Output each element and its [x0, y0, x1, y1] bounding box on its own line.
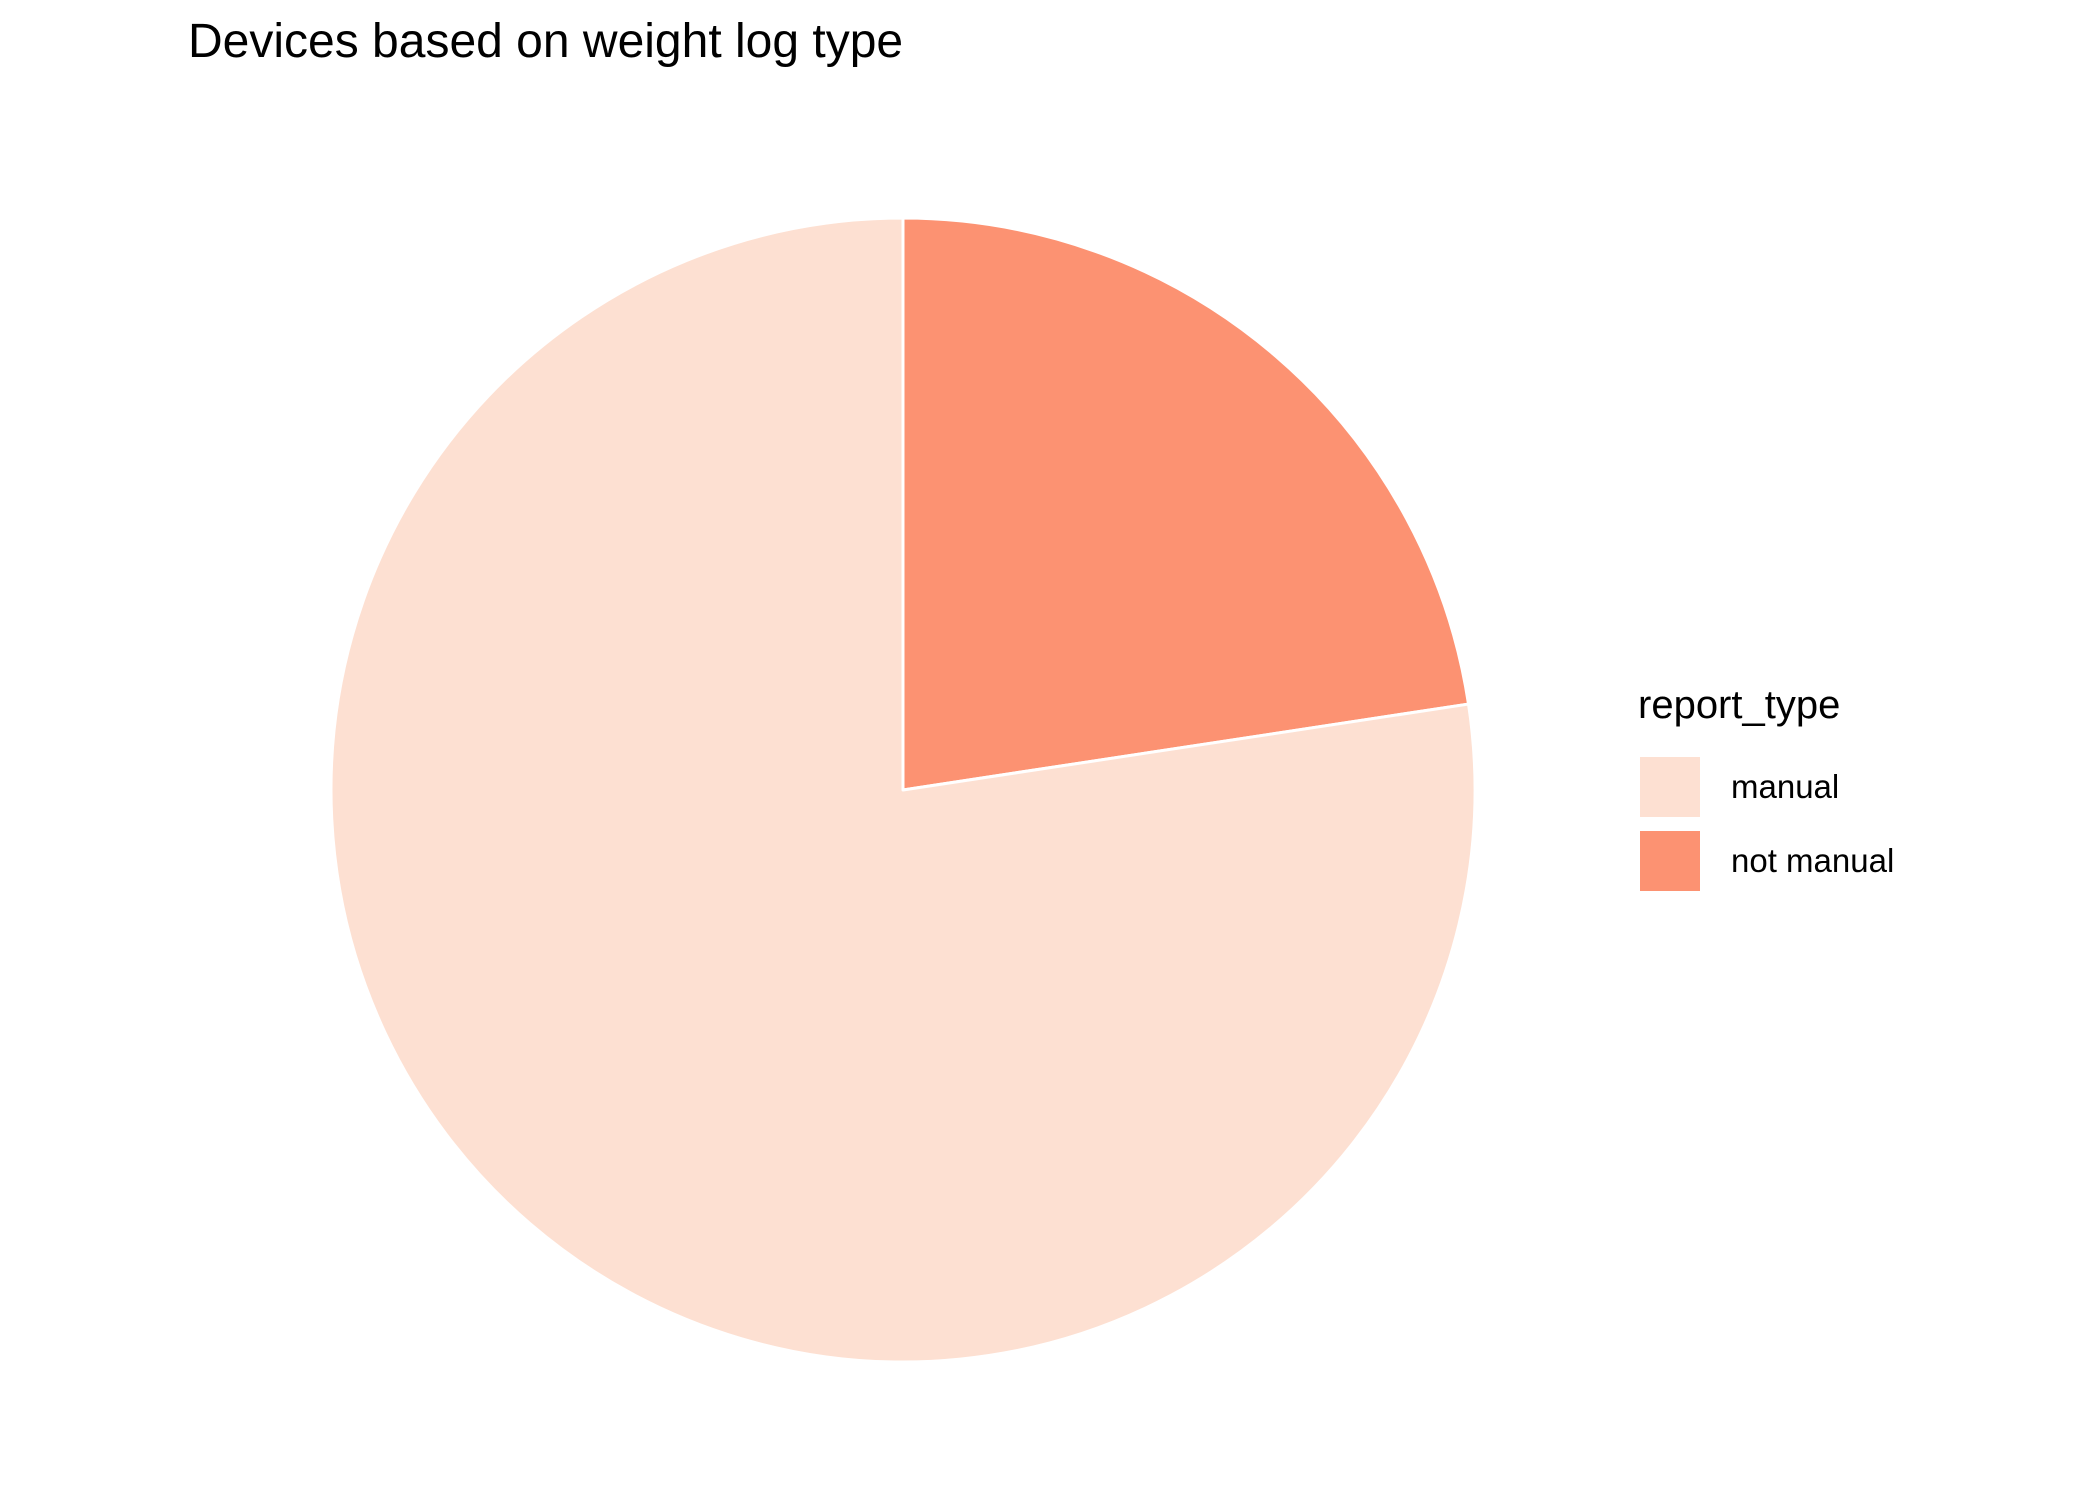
legend: report_type manual not manual [1638, 680, 1894, 898]
pie-slice-not-manual [901, 216, 1471, 792]
legend-key-not-manual [1638, 829, 1702, 893]
legend-title: report_type [1638, 683, 1841, 727]
pie-slice-manual [329, 216, 1477, 1364]
legend-key-manual [1638, 755, 1702, 819]
legend-item-manual: manual [1638, 750, 1894, 824]
legend-label-not-manual: not manual [1731, 842, 1895, 879]
chart-title: Devices based on weight log type [188, 15, 904, 68]
legend-label-manual: manual [1731, 768, 1840, 805]
legend-item-not-manual: not manual [1638, 824, 1894, 898]
